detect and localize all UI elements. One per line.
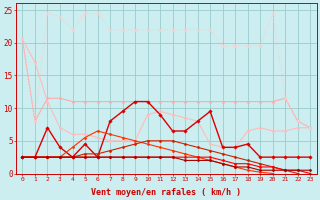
X-axis label: Vent moyen/en rafales ( km/h ): Vent moyen/en rafales ( km/h ) <box>92 188 241 197</box>
